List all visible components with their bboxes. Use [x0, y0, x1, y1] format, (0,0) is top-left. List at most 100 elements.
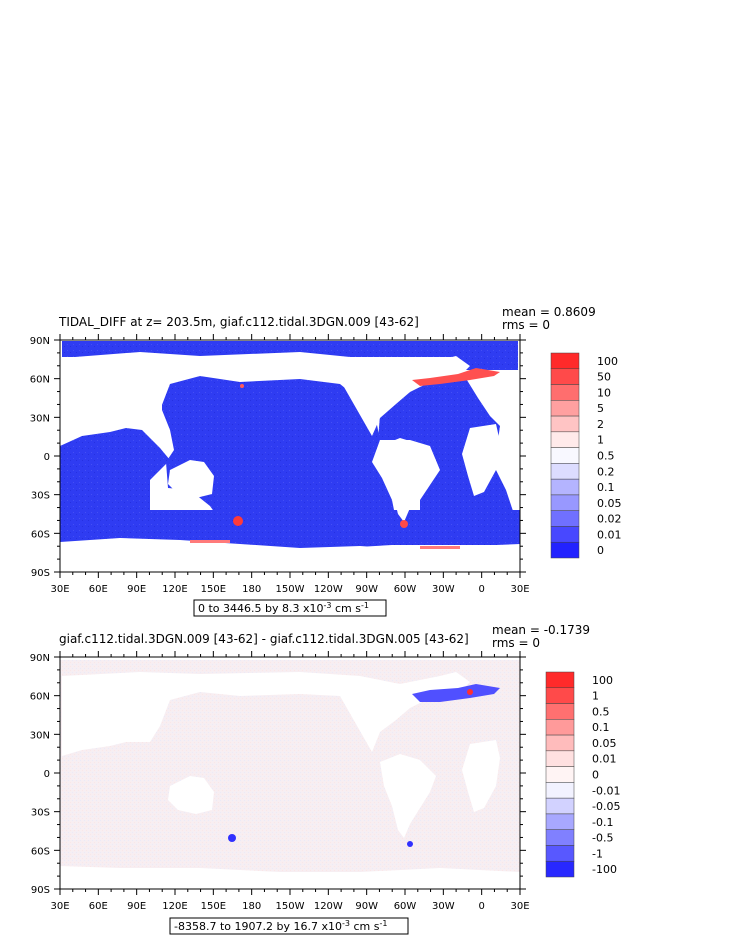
- legend-label: 100: [597, 355, 618, 368]
- bottom-map: [59, 656, 521, 890]
- top-map: [59, 339, 521, 573]
- legend-label: -0.05: [592, 800, 620, 813]
- svg-text:-8358.7 to 1907.2 by 16.7 x10-: -8358.7 to 1907.2 by 16.7 x10-3 cm s-1: [174, 919, 387, 933]
- legend-label: 0: [597, 544, 604, 557]
- y-tick-label: 30N: [30, 413, 50, 424]
- legend-label: 0.5: [592, 705, 610, 718]
- x-tick-label: 90E: [127, 901, 146, 912]
- legend-label: 0.05: [592, 737, 617, 750]
- top-range-exp: -3: [324, 601, 332, 610]
- legend-label: 0.05: [597, 497, 622, 510]
- x-tick-label: 150W: [276, 901, 305, 912]
- top-hotspot-kuril: [240, 384, 244, 388]
- bottom-x-ticks: 30E 60E 90E 120E 150E 180 150W 120W 90W 60W 30W 0 30…: [50, 651, 530, 912]
- bottom-hotspot-nz: [228, 834, 236, 842]
- x-tick-label: 90E: [127, 584, 146, 595]
- y-tick-label: 0: [44, 452, 50, 463]
- x-tick-label: 120W: [314, 584, 343, 595]
- top-range-text: 0 to 3446.5 by 8.3 x10: [198, 602, 324, 615]
- top-hotspot-weddell: [420, 546, 460, 549]
- bottom-mean: mean = -0.1739: [492, 623, 590, 637]
- x-tick-label: 120W: [314, 901, 343, 912]
- legend-label: 5: [597, 402, 604, 415]
- legend-label: 1: [592, 690, 599, 703]
- top-mean: mean = 0.8609: [502, 305, 596, 319]
- legend-label: 50: [597, 371, 611, 384]
- bottom-legend: 100 1 0.5 0.1 0.05 0.01 0 -0.01 -0.05 -0.1 -0.5 -1 -…: [545, 671, 620, 878]
- x-tick-label: 60W: [394, 901, 417, 912]
- x-tick-label: 0: [478, 901, 484, 912]
- y-tick-label: 60N: [30, 375, 50, 386]
- bottom-land-africa: [462, 740, 500, 812]
- legend-swatch: [550, 478, 580, 496]
- top-title: TIDAL_DIFF at z= 203.5m, giaf.c112.tidal…: [58, 315, 419, 329]
- top-land-north: [62, 352, 470, 440]
- bottom-range-unit-exp: -1: [379, 919, 387, 928]
- x-tick-label: 120E: [162, 584, 187, 595]
- top-ocean-pacific: [162, 376, 396, 550]
- legend-swatch: [545, 845, 575, 862]
- x-tick-label: 180: [242, 584, 261, 595]
- legend-label: 0.01: [592, 753, 617, 766]
- legend-swatch: [545, 813, 575, 830]
- legend-label: 0.5: [597, 450, 615, 463]
- x-tick-label: 30W: [432, 901, 455, 912]
- y-tick-label: 30N: [30, 730, 50, 741]
- legend-swatch: [550, 541, 580, 559]
- legend-swatch: [550, 384, 580, 401]
- top-rms: rms = 0: [502, 318, 550, 332]
- x-tick-label: 30E: [510, 584, 529, 595]
- top-range-box: 0 to 3446.5 by 8.3 x10-3 cm s-1: [193, 599, 387, 617]
- legend-swatch: [545, 671, 575, 689]
- legend-swatch: [545, 703, 575, 720]
- legend-label: 2: [597, 418, 604, 431]
- bottom-range-exp: -3: [342, 919, 350, 928]
- x-tick-label: 30E: [50, 901, 69, 912]
- legend-label: 10: [597, 386, 611, 399]
- legend-swatch: [545, 687, 575, 704]
- x-tick-label: 180: [242, 901, 261, 912]
- top-ocean-arctic: [62, 341, 518, 357]
- x-tick-label: 90W: [355, 901, 378, 912]
- top-hotspot-nz: [233, 516, 243, 526]
- top-land-australia: [168, 460, 214, 498]
- y-tick-label: 60N: [30, 692, 50, 703]
- legend-swatch: [550, 368, 580, 385]
- y-tick-label: 60S: [31, 846, 50, 857]
- legend-swatch: [550, 494, 580, 511]
- bottom-range-unit: cm s: [350, 920, 380, 933]
- bottom-range-box: -8358.7 to 1907.2 by 16.7 x10-3 cm s-1: [169, 917, 409, 935]
- legend-label: -0.01: [592, 784, 620, 797]
- y-tick-label: 90S: [31, 885, 50, 896]
- y-tick-label: 90S: [31, 568, 50, 579]
- legend-swatch: [545, 734, 575, 752]
- legend-label: -0.1: [592, 816, 613, 829]
- bottom-range-text: -8358.7 to 1907.2 by 16.7 x10: [174, 920, 342, 933]
- x-tick-label: 60W: [394, 584, 417, 595]
- legend-label: -0.5: [592, 832, 613, 845]
- x-tick-label: 30W: [432, 584, 455, 595]
- top-hotspot-antarctic-margin: [190, 540, 230, 543]
- legend-swatch: [545, 750, 575, 767]
- top-ocean-indian: [60, 428, 170, 515]
- bottom-hotspot-north-atlantic: [412, 684, 500, 702]
- legend-label: 0.1: [597, 481, 615, 494]
- x-tick-label: 60E: [89, 901, 108, 912]
- top-hotspot-drake: [400, 520, 408, 528]
- top-x-ticks: 30E 60E 90E 120E 150E 180 150W 120W 90W 60W 30W 0 30…: [50, 334, 530, 595]
- legend-swatch: [550, 463, 580, 480]
- legend-swatch: [545, 860, 575, 878]
- y-tick-label: 90N: [30, 653, 50, 664]
- x-tick-label: 150W: [276, 584, 305, 595]
- x-tick-label: 30E: [510, 901, 529, 912]
- x-tick-label: 30E: [50, 584, 69, 595]
- top-range-unit-exp: -1: [361, 601, 369, 610]
- x-tick-label: 120E: [162, 901, 187, 912]
- legend-swatch: [545, 829, 575, 846]
- y-tick-label: 60S: [31, 529, 50, 540]
- legend-label: 100: [592, 674, 613, 687]
- panel-bottom: giaf.c112.tidal.3DGN.009 [43-62] - giaf.…: [30, 623, 620, 935]
- bottom-title: giaf.c112.tidal.3DGN.009 [43-62] - giaf.…: [59, 632, 469, 646]
- x-tick-label: 0: [478, 584, 484, 595]
